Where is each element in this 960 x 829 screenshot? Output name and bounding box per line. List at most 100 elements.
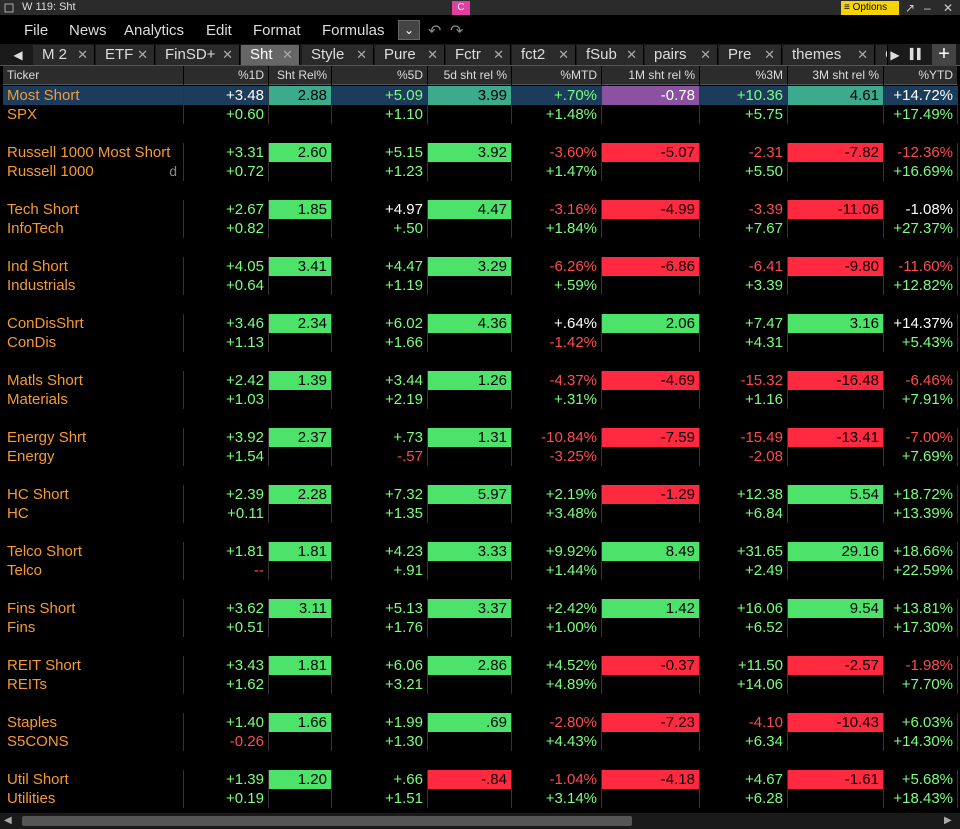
close-tab-icon[interactable]: ✕	[137, 47, 148, 62]
cell--5d[interactable]: +1.76	[332, 618, 428, 637]
cell--5d[interactable]: +1.23	[332, 162, 428, 181]
table-row[interactable]: HC +0.11 +1.35 +3.48% +6.84 +13.39%	[3, 504, 958, 523]
cell--1d[interactable]: +3.43	[184, 656, 269, 675]
cell-sht-rel-[interactable]: 1.81	[269, 656, 332, 675]
cell--1d[interactable]: -0.26	[184, 732, 269, 751]
cell--5d[interactable]: +4.97	[332, 200, 428, 219]
cell--mtd[interactable]: +1.84%	[512, 219, 602, 238]
cell--mtd[interactable]: -1.04%	[512, 770, 602, 789]
cell--mtd[interactable]: -3.25%	[512, 447, 602, 466]
cell--5d[interactable]: +1.99	[332, 713, 428, 732]
column-header-4[interactable]: 5d sht rel %	[428, 66, 512, 85]
cell--5d[interactable]: +1.66	[332, 333, 428, 352]
column-header-6[interactable]: 1M sht rel %	[602, 66, 700, 85]
cell-5d-sht-rel-[interactable]	[428, 390, 512, 409]
cell--mtd[interactable]: +4.89%	[512, 675, 602, 694]
cell--3m[interactable]: +6.28	[700, 789, 788, 808]
cell--3m[interactable]: -2.31	[700, 143, 788, 162]
cell--5d[interactable]: +4.47	[332, 257, 428, 276]
table-row[interactable]: Ind Short +4.05 3.41 +4.47 3.29 -6.26% -6.86 -6…	[3, 257, 958, 276]
tab-pairs[interactable]: pairs ✕	[645, 45, 718, 65]
tab-pure[interactable]: Pure ✕	[375, 45, 445, 65]
cell--1d[interactable]: +0.51	[184, 618, 269, 637]
cell-1m-sht-rel-[interactable]: -6.86	[602, 257, 700, 276]
cell--mtd[interactable]: -1.42%	[512, 333, 602, 352]
cell--mtd[interactable]: +4.43%	[512, 732, 602, 751]
close-tab-icon[interactable]: ✕	[857, 47, 868, 62]
cell-3m-sht-rel-[interactable]	[788, 219, 884, 238]
table-row[interactable]: Materials +1.03 +2.19 +.31% +1.16 +7.91%	[3, 390, 958, 409]
cell-1m-sht-rel-[interactable]: -0.37	[602, 656, 700, 675]
cell-5d-sht-rel-[interactable]	[428, 105, 512, 124]
cell-3m-sht-rel-[interactable]: -10.43	[788, 713, 884, 732]
cell--5d[interactable]: +1.19	[332, 276, 428, 295]
cell-5d-sht-rel-[interactable]	[428, 504, 512, 523]
cell-1m-sht-rel-[interactable]	[602, 447, 700, 466]
cell-5d-sht-rel-[interactable]	[428, 162, 512, 181]
cell-sht-rel-[interactable]: 1.66	[269, 713, 332, 732]
cell-5d-sht-rel-[interactable]: 3.92	[428, 143, 512, 162]
cell-1m-sht-rel-[interactable]	[602, 618, 700, 637]
cell-3m-sht-rel-[interactable]: -11.06	[788, 200, 884, 219]
ticker-cell[interactable]: InfoTech	[3, 219, 184, 238]
cell--1d[interactable]: +1.13	[184, 333, 269, 352]
tab-fsub[interactable]: fSub ✕	[577, 45, 644, 65]
column-header-9[interactable]: %YTD	[884, 66, 958, 85]
cell-1m-sht-rel-[interactable]	[602, 333, 700, 352]
cell--ytd[interactable]: +18.66%	[884, 542, 958, 561]
close-tab-icon[interactable]: ✕	[222, 47, 233, 62]
cell--mtd[interactable]: +1.44%	[512, 561, 602, 580]
ticker-cell[interactable]: Telco Short	[3, 542, 184, 561]
menu-edit[interactable]: Edit	[206, 22, 232, 39]
cell-sht-rel-[interactable]: 3.11	[269, 599, 332, 618]
cell--3m[interactable]: -3.39	[700, 200, 788, 219]
tab-scroll-left-icon[interactable]: ◀	[13, 48, 23, 62]
cell-5d-sht-rel-[interactable]: 3.99	[428, 86, 512, 105]
cell--3m[interactable]: +1.16	[700, 390, 788, 409]
cell-3m-sht-rel-[interactable]: 29.16	[788, 542, 884, 561]
cell--mtd[interactable]: -3.60%	[512, 143, 602, 162]
table-row[interactable]: Fins Short +3.62 3.11 +5.13 3.37 +2.42% 1.42 +1…	[3, 599, 958, 618]
cell--3m[interactable]: +10.36	[700, 86, 788, 105]
minimize-icon[interactable]: –	[924, 1, 931, 15]
cell--5d[interactable]: +.66	[332, 770, 428, 789]
cell-3m-sht-rel-[interactable]: 9.54	[788, 599, 884, 618]
cell--5d[interactable]: +.91	[332, 561, 428, 580]
cell-5d-sht-rel-[interactable]: 3.33	[428, 542, 512, 561]
cell--5d[interactable]: +5.09	[332, 86, 428, 105]
cell--1d[interactable]: --	[184, 561, 269, 580]
cell-sht-rel-[interactable]: 2.88	[269, 86, 332, 105]
cell--3m[interactable]: +6.84	[700, 504, 788, 523]
horizontal-scrollbar[interactable]: ◀ ▶	[0, 813, 960, 829]
close-tab-icon[interactable]: ✕	[626, 47, 637, 62]
c-badge[interactable]: C	[452, 1, 470, 15]
cell-1m-sht-rel-[interactable]	[602, 789, 700, 808]
cell-sht-rel-[interactable]	[269, 732, 332, 751]
cell-1m-sht-rel-[interactable]: -7.23	[602, 713, 700, 732]
ticker-cell[interactable]: Fins Short	[3, 599, 184, 618]
cell-1m-sht-rel-[interactable]	[602, 561, 700, 580]
cell--1d[interactable]: +3.62	[184, 599, 269, 618]
cell-sht-rel-[interactable]: 1.39	[269, 371, 332, 390]
table-row[interactable]: REIT Short +3.43 1.81 +6.06 2.86 +4.52% -0.37 +…	[3, 656, 958, 675]
cell--ytd[interactable]: +13.39%	[884, 504, 958, 523]
cell-sht-rel-[interactable]	[269, 219, 332, 238]
cell--1d[interactable]: +3.31	[184, 143, 269, 162]
pin-icon[interactable]: ↗	[905, 1, 916, 15]
table-row[interactable]: Russell 1000 d +0.72 +1.23 +1.47% +5.50 +16.69…	[3, 162, 958, 181]
cell-1m-sht-rel-[interactable]	[602, 162, 700, 181]
cell--mtd[interactable]: +1.48%	[512, 105, 602, 124]
cell-1m-sht-rel-[interactable]	[602, 732, 700, 751]
cell--3m[interactable]: +12.38	[700, 485, 788, 504]
cell-1m-sht-rel-[interactable]	[602, 105, 700, 124]
cell--5d[interactable]: +6.06	[332, 656, 428, 675]
table-row[interactable]: Util Short +1.39 1.20 +.66 -.84 -1.04% -4.18 +4…	[3, 770, 958, 789]
tab-list-icon[interactable]: ▌▌	[909, 49, 925, 60]
cell-sht-rel-[interactable]	[269, 105, 332, 124]
cell--1d[interactable]: +2.67	[184, 200, 269, 219]
cell--1d[interactable]: +0.64	[184, 276, 269, 295]
cell-5d-sht-rel-[interactable]	[428, 675, 512, 694]
cell--ytd[interactable]: +13.81%	[884, 599, 958, 618]
table-row[interactable]: ConDisShrt +3.46 2.34 +6.02 4.36 +.64% 2.06 +7.…	[3, 314, 958, 333]
ticker-cell[interactable]: REIT Short	[3, 656, 184, 675]
